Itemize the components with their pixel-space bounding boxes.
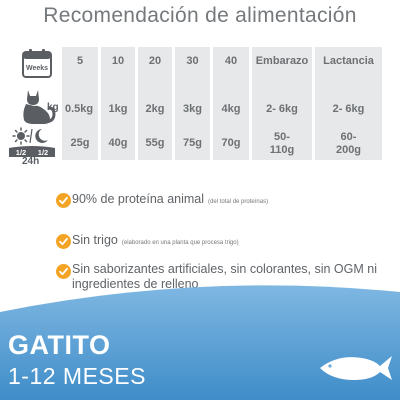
banner-background bbox=[0, 285, 400, 400]
column-grams: 25g bbox=[70, 137, 90, 149]
day-night-icon bbox=[12, 127, 48, 145]
fraction-left: 1/2 bbox=[16, 148, 26, 157]
column-weight: 1kg bbox=[108, 103, 128, 115]
column-weight: 0.5kg bbox=[65, 103, 94, 115]
fish-icon bbox=[320, 356, 392, 380]
feature-no-wheat: Sin trigo (elaborado en una planta que pr… bbox=[72, 233, 239, 247]
column-weight: 2kg bbox=[145, 103, 165, 115]
table-column: 10 1kg 40g bbox=[101, 47, 135, 160]
feature-note: (elaborado en una planta que procesa tri… bbox=[121, 240, 239, 246]
calendar-label: Weeks bbox=[26, 65, 48, 72]
column-stage: Lactancia bbox=[323, 55, 374, 67]
feature-note: (del total de proteínas) bbox=[208, 199, 269, 205]
calendar-icon: Weeks bbox=[22, 49, 52, 78]
cat-icon bbox=[23, 90, 56, 124]
column-weeks: 30 bbox=[186, 55, 199, 67]
check-icon bbox=[56, 264, 71, 279]
column-weight: 2- 6kg bbox=[332, 103, 365, 115]
weight-unit-label: kg bbox=[47, 102, 59, 113]
column-weeks: 5 bbox=[76, 55, 84, 67]
table-column: 30 3kg 75g bbox=[175, 47, 210, 160]
daily-label: 24h bbox=[22, 156, 40, 167]
column-weeks: 10 bbox=[111, 55, 125, 67]
column-weight: 4kg bbox=[221, 103, 241, 115]
column-weeks: 20 bbox=[148, 55, 162, 67]
table-column: 5 0.5kg 25g bbox=[62, 47, 98, 160]
feature-text: 90% de proteína animal bbox=[72, 192, 205, 206]
check-icon bbox=[56, 234, 71, 249]
life-stage-title: GATITO bbox=[8, 330, 111, 360]
page-title: Recomendación de alimentación bbox=[43, 4, 357, 27]
feature-text: Sin trigo bbox=[72, 233, 118, 247]
fraction-right: 1/2 bbox=[38, 148, 48, 157]
check-icon bbox=[56, 193, 71, 208]
column-grams: 75g bbox=[183, 137, 202, 149]
half-portion-icon: 1/2 1/2 bbox=[9, 146, 55, 157]
column-weight: 3kg bbox=[183, 103, 202, 115]
feature-protein: 90% de proteína animal (del total de prot… bbox=[72, 192, 268, 206]
column-grams: 40g bbox=[108, 137, 128, 149]
column-grams: 60- 200g bbox=[335, 131, 362, 156]
table-column: 40 4kg 70g bbox=[213, 47, 249, 160]
table-column: Lactancia 2- 6kg 60- 200g bbox=[315, 47, 382, 160]
table-column: Embarazo 2- 6kg 50- 110g bbox=[252, 47, 312, 160]
column-stage: Embarazo bbox=[255, 55, 309, 67]
column-weight: 2- 6kg bbox=[266, 103, 298, 115]
feature-no-additives: Sin saborizantes artificiales, sin color… bbox=[72, 262, 377, 291]
column-grams: 55g bbox=[145, 137, 165, 149]
age-range: 1-12 MESES bbox=[8, 363, 146, 389]
column-grams: 70g bbox=[221, 137, 241, 149]
column-weeks: 40 bbox=[224, 55, 238, 67]
column-grams: 50- 110g bbox=[269, 131, 295, 156]
table-column: 20 2kg 55g bbox=[138, 47, 172, 160]
